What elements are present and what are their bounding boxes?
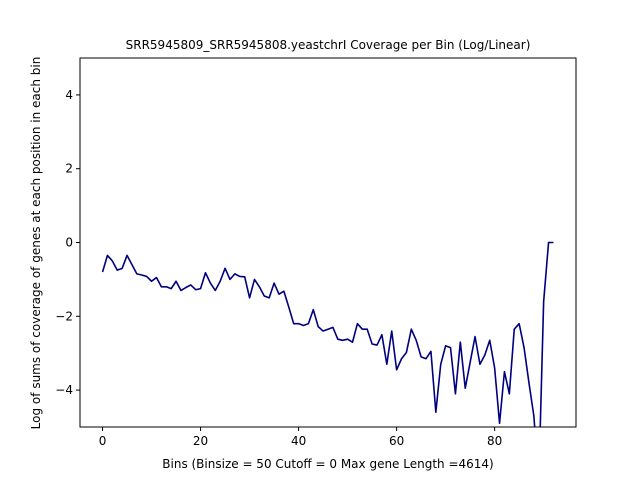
y-tick-label: 0 bbox=[65, 236, 73, 250]
x-tick-label: 60 bbox=[389, 434, 404, 448]
series-line bbox=[101, 241, 554, 427]
x-tick-label: 0 bbox=[99, 434, 107, 448]
y-tick-label: −4 bbox=[55, 383, 73, 397]
x-tick-label: 40 bbox=[291, 434, 306, 448]
x-axis-ticks: 0 20 40 60 80 bbox=[99, 427, 502, 448]
y-tick-label: 2 bbox=[65, 162, 73, 176]
y-axis-ticks: −4 −2 0 2 4 bbox=[55, 88, 80, 397]
series-group bbox=[101, 241, 554, 427]
y-tick-label: 4 bbox=[65, 88, 73, 102]
x-tick-label: 80 bbox=[487, 434, 502, 448]
plot-frame bbox=[79, 57, 577, 428]
x-axis-label: Bins (Binsize = 50 Cutoff = 0 Max gene L… bbox=[162, 457, 493, 471]
plot-area bbox=[79, 57, 577, 428]
x-tick-label: 20 bbox=[193, 434, 208, 448]
y-tick-label: −2 bbox=[55, 309, 73, 323]
chart-title: SRR5945809_SRR5945808.yeastchrI Coverage… bbox=[126, 38, 531, 52]
y-axis-label: Log of sums of coverage of genes at each… bbox=[29, 57, 43, 430]
